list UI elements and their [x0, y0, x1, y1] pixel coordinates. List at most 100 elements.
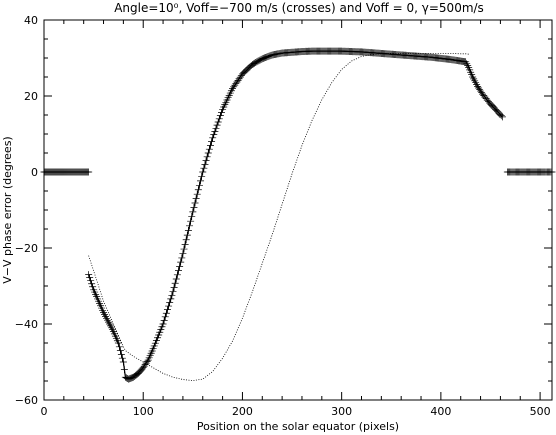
cross-point	[202, 157, 210, 165]
cross-point	[470, 75, 478, 83]
cross-point	[212, 124, 220, 132]
cross-point	[102, 312, 110, 320]
y-tick-label: 0	[31, 166, 38, 179]
cross-point	[114, 339, 122, 347]
cross-point	[150, 342, 158, 350]
cross-point	[548, 168, 556, 176]
cross-point	[100, 309, 108, 317]
cross-point	[103, 314, 111, 322]
cross-point	[211, 127, 219, 135]
cross-point	[200, 164, 208, 172]
dotted-curve	[88, 53, 469, 382]
cross-point	[463, 60, 471, 68]
cross-point	[469, 73, 477, 81]
cross-point	[156, 328, 164, 336]
x-tick-label: 200	[232, 405, 253, 418]
cross-point	[474, 83, 482, 90]
cross-point	[497, 112, 505, 120]
cross-point	[462, 58, 470, 66]
cross-point	[177, 258, 185, 266]
cross-point	[203, 153, 211, 161]
x-tick-label: 400	[430, 405, 451, 418]
cross-point	[158, 323, 166, 331]
cross-point	[174, 267, 182, 275]
cross-point	[476, 86, 484, 94]
cross-point	[170, 283, 178, 291]
y-tick-label: 20	[24, 90, 38, 103]
cross-point	[163, 306, 171, 314]
cross-point	[193, 190, 201, 198]
cross-point	[471, 77, 479, 85]
cross-point	[106, 322, 114, 330]
cross-point	[85, 271, 93, 279]
series-crosses	[40, 47, 556, 383]
cross-point	[189, 208, 197, 216]
cross-point	[108, 326, 116, 334]
cross-point	[142, 359, 150, 367]
cross-point	[120, 366, 128, 374]
cross-point	[161, 313, 169, 321]
cross-point	[89, 283, 97, 291]
cross-point	[85, 168, 93, 176]
x-tick-label: 500	[530, 405, 551, 418]
cross-point	[165, 302, 173, 310]
cross-point	[201, 160, 209, 168]
cross-point	[181, 240, 189, 248]
cross-point	[473, 81, 481, 89]
cross-point	[154, 334, 162, 342]
cross-point	[107, 324, 115, 332]
cross-point	[101, 311, 109, 318]
cross-point	[183, 231, 191, 239]
y-axis-label: V−V phase error (degrees)	[1, 136, 14, 283]
cross-point	[184, 226, 192, 234]
cross-point	[210, 131, 218, 139]
cross-point	[104, 316, 111, 324]
cross-point	[157, 325, 165, 333]
cross-point	[205, 145, 213, 153]
y-tick-label: 40	[24, 14, 38, 27]
cross-point	[464, 62, 472, 70]
cross-point	[169, 288, 177, 296]
chart-title: Angle=10⁰, Voff=−700 m/s (crosses) and V…	[114, 1, 484, 15]
cross-point	[115, 343, 123, 351]
cross-point	[121, 373, 129, 381]
cross-point	[152, 336, 160, 344]
cross-point	[206, 141, 214, 149]
cross-point	[498, 113, 506, 121]
cross-point	[178, 254, 186, 262]
cross-point	[105, 320, 113, 328]
cross-point	[182, 236, 190, 244]
x-tick-label: 0	[41, 405, 48, 418]
cross-point	[198, 172, 206, 180]
cross-point	[160, 316, 168, 324]
cross-point	[118, 354, 126, 362]
cross-point	[162, 309, 170, 317]
cross-point	[208, 138, 216, 146]
axes: 0 100 200 300 400 500 −60 −40 −20 0 20 40	[15, 14, 552, 418]
cross-point	[168, 291, 176, 299]
y-tick-label: −20	[15, 242, 38, 255]
cross-point	[190, 203, 198, 211]
cross-point	[172, 275, 180, 283]
cross-point	[192, 195, 200, 203]
cross-point	[176, 262, 184, 270]
cross-point	[191, 199, 199, 207]
cross-point	[119, 358, 127, 366]
series-layer	[40, 47, 556, 383]
x-axis-label: Position on the solar equator (pixels)	[197, 420, 399, 433]
cross-point	[213, 121, 221, 129]
cross-point	[86, 274, 94, 282]
cross-point	[217, 108, 225, 116]
x-tick-label: 300	[331, 405, 352, 418]
cross-point	[209, 134, 217, 142]
cross-point	[167, 295, 175, 303]
cross-point	[199, 168, 207, 176]
cross-point	[116, 347, 124, 355]
cross-point	[171, 279, 179, 287]
cross-point	[188, 213, 196, 221]
cross-point	[104, 318, 112, 326]
y-tick-label: −60	[15, 394, 38, 407]
cross-point	[166, 298, 174, 306]
crosses-curve	[88, 50, 503, 380]
